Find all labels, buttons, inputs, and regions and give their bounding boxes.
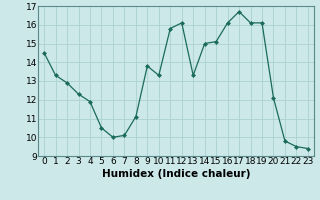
X-axis label: Humidex (Indice chaleur): Humidex (Indice chaleur) bbox=[102, 169, 250, 179]
